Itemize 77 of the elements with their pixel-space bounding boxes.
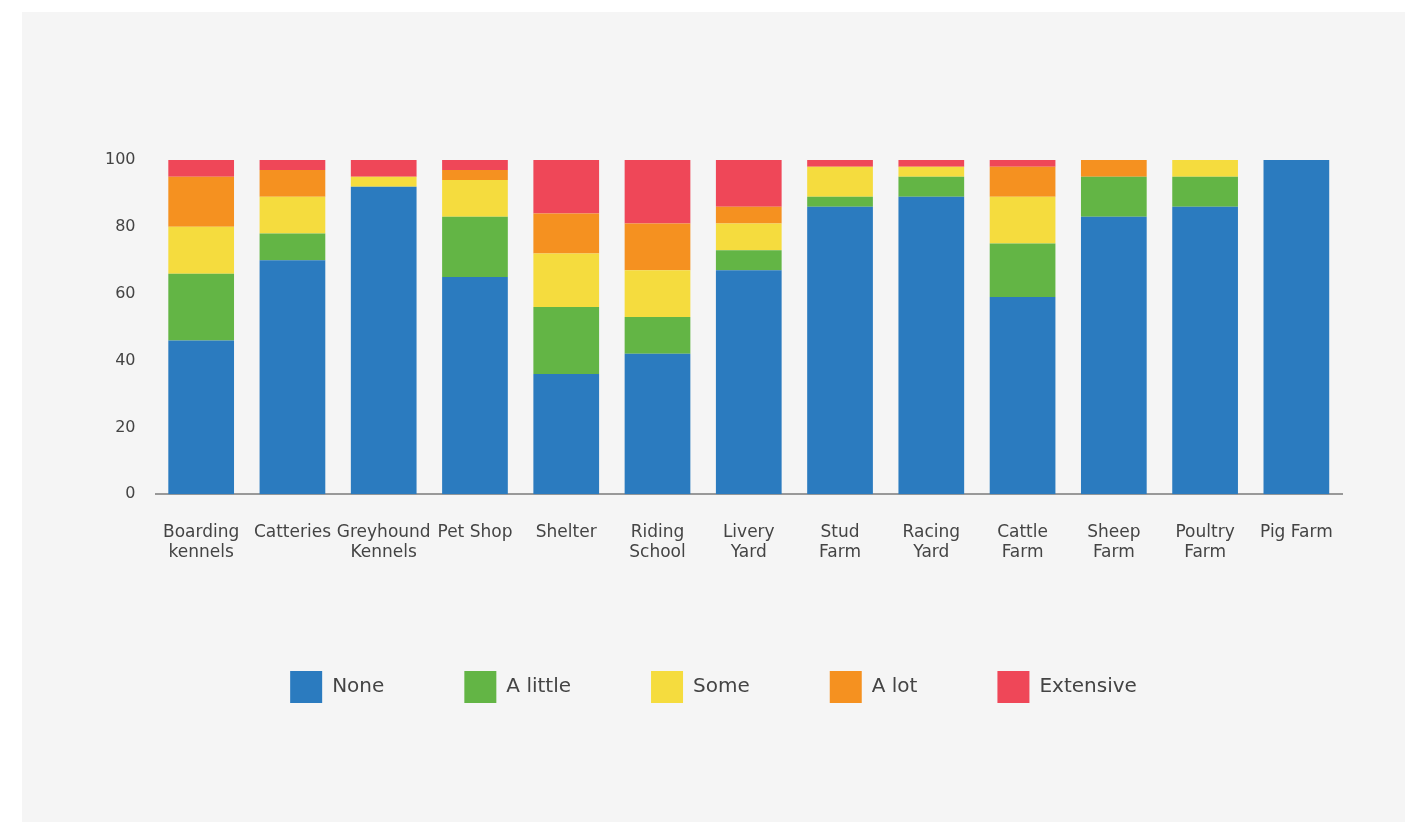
bar [1080, 216, 1147, 495]
bar [898, 196, 965, 495]
x-tick-label: Racing Yard [902, 520, 961, 562]
bar [533, 213, 600, 254]
legend-label: A lot [871, 673, 918, 698]
bar [533, 253, 600, 308]
bar [442, 216, 508, 277]
bar [350, 186, 417, 495]
x-tick-label: Boarding kennels [163, 520, 240, 562]
bar [533, 160, 600, 214]
bar [624, 270, 691, 318]
bar [807, 206, 873, 495]
bar [624, 317, 691, 354]
legend-label: Extensive [1039, 673, 1137, 698]
bar [350, 160, 417, 177]
bar [442, 180, 508, 217]
bar [168, 273, 235, 341]
x-tick-label: Pig Farm [1260, 520, 1333, 541]
bar [533, 373, 600, 495]
bar [1172, 206, 1238, 495]
bar [989, 166, 1056, 197]
bar [989, 160, 1056, 167]
bar [898, 160, 965, 167]
bar [989, 243, 1056, 298]
bar [1172, 160, 1238, 177]
bar [1172, 176, 1238, 207]
bar [989, 196, 1056, 244]
y-tick-label: 0 [125, 483, 136, 503]
legend-label: Some [693, 673, 750, 698]
y-tick-label: 40 [115, 349, 136, 369]
bar [259, 170, 326, 197]
x-tick-label: Shelter [535, 520, 597, 541]
bar [168, 160, 235, 177]
y-tick-label: 20 [115, 416, 136, 436]
bar [442, 160, 508, 171]
bar [715, 250, 782, 271]
bar [624, 223, 691, 271]
y-tick-label: 100 [104, 149, 136, 169]
x-tick-label: Livery Yard [722, 520, 775, 562]
legend-label: None [332, 673, 385, 698]
x-tick-label: Stud Farm [819, 520, 861, 562]
bar [259, 233, 326, 261]
x-tick-label: Cattle Farm [997, 520, 1048, 562]
x-tick-label: Poultry Farm [1175, 520, 1235, 562]
bar [259, 160, 326, 171]
x-tick-label: Sheep Farm [1087, 520, 1141, 562]
bar [807, 166, 873, 197]
bar [715, 223, 782, 251]
x-tick-label: Riding School [629, 520, 686, 562]
bar [1080, 160, 1147, 177]
bar [989, 297, 1056, 495]
bar [715, 160, 782, 207]
bar [168, 176, 235, 227]
bar [715, 206, 782, 224]
x-tick-label: Pet Shop [437, 520, 513, 541]
bar [168, 226, 235, 274]
y-tick-label: 80 [115, 216, 136, 235]
bar [624, 353, 691, 495]
bar [1080, 176, 1147, 217]
bar [259, 196, 326, 234]
bar [259, 260, 326, 495]
bar [168, 340, 235, 495]
bar [350, 176, 417, 187]
x-tick-label: Catteries [253, 520, 332, 541]
bar [715, 270, 782, 495]
bar [442, 170, 508, 181]
bar [624, 160, 691, 224]
bar [807, 196, 873, 207]
bar [898, 176, 965, 197]
bar [442, 276, 508, 495]
legend-label: A little [506, 673, 572, 698]
bar [898, 166, 965, 177]
bar [533, 307, 600, 374]
bar [807, 160, 873, 167]
bar [1263, 160, 1330, 495]
y-tick-label: 60 [115, 282, 136, 302]
x-tick-label: Greyhound Kennels [336, 520, 431, 562]
